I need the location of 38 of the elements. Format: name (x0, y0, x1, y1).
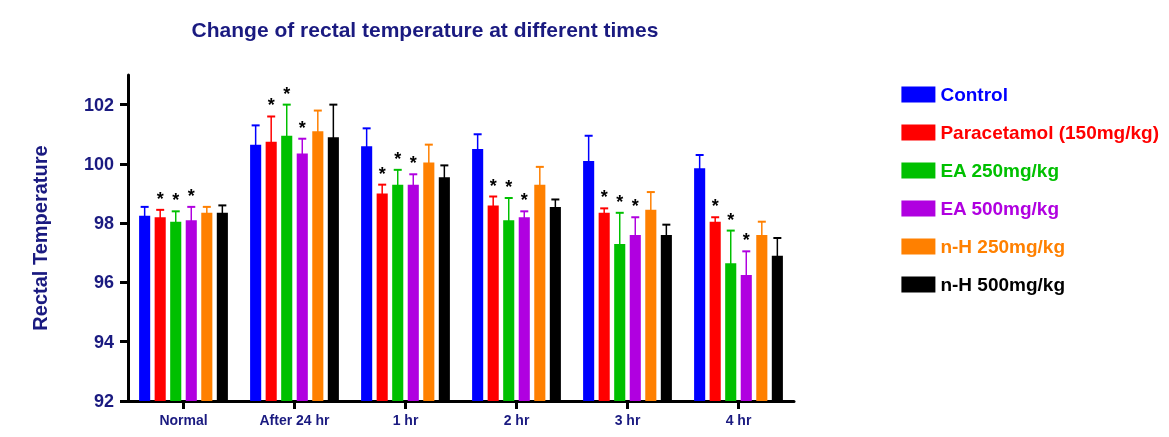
data-label: * (172, 190, 180, 211)
data-label: * (742, 230, 750, 251)
data-label: * (631, 196, 639, 217)
data-label: * (616, 191, 624, 212)
data-label: * (283, 83, 291, 104)
y-tick-label: 92 (93, 391, 114, 411)
x-tick-label: 1 hr (392, 412, 419, 428)
x-tick-label: 3 hr (614, 412, 641, 428)
data-label: * (298, 117, 306, 138)
data-label: * (187, 185, 195, 206)
y-tick-label: 102 (83, 94, 114, 115)
x-tick-label: After 24 hr (259, 412, 331, 428)
x-tick-label: Normal (159, 412, 208, 428)
legend-label: Paracetamol (150mg/kg) (940, 122, 1159, 143)
legend-label: EA 500mg/kg (940, 198, 1060, 219)
data-label: * (394, 148, 402, 169)
chart-title: Change of rectal temperature at different times (191, 18, 659, 41)
data-label: * (156, 188, 164, 209)
x-tick-label: 4 hr (725, 412, 752, 428)
y-tick-label: 98 (93, 213, 114, 234)
legend-label: n-H 500mg/kg (940, 274, 1065, 295)
data-label: * (267, 95, 275, 116)
data-label: * (378, 163, 386, 184)
data-label: * (711, 196, 719, 217)
data-label: * (520, 190, 528, 211)
y-tick-label: 94 (93, 331, 114, 352)
data-label: * (600, 187, 608, 208)
data-label: * (727, 209, 735, 230)
legend-label: EA 250mg/kg (940, 160, 1060, 181)
y-axis-title: Rectal Temperature (29, 145, 51, 331)
data-label: * (489, 175, 497, 196)
data-label: * (505, 176, 513, 197)
legend-label: Control (940, 84, 1008, 105)
y-tick-label: 100 (83, 153, 114, 174)
legend-label: n-H 250mg/kg (940, 236, 1065, 257)
y-tick-label: 96 (93, 272, 114, 293)
data-label: * (409, 153, 417, 174)
x-tick-label: 2 hr (503, 412, 530, 428)
